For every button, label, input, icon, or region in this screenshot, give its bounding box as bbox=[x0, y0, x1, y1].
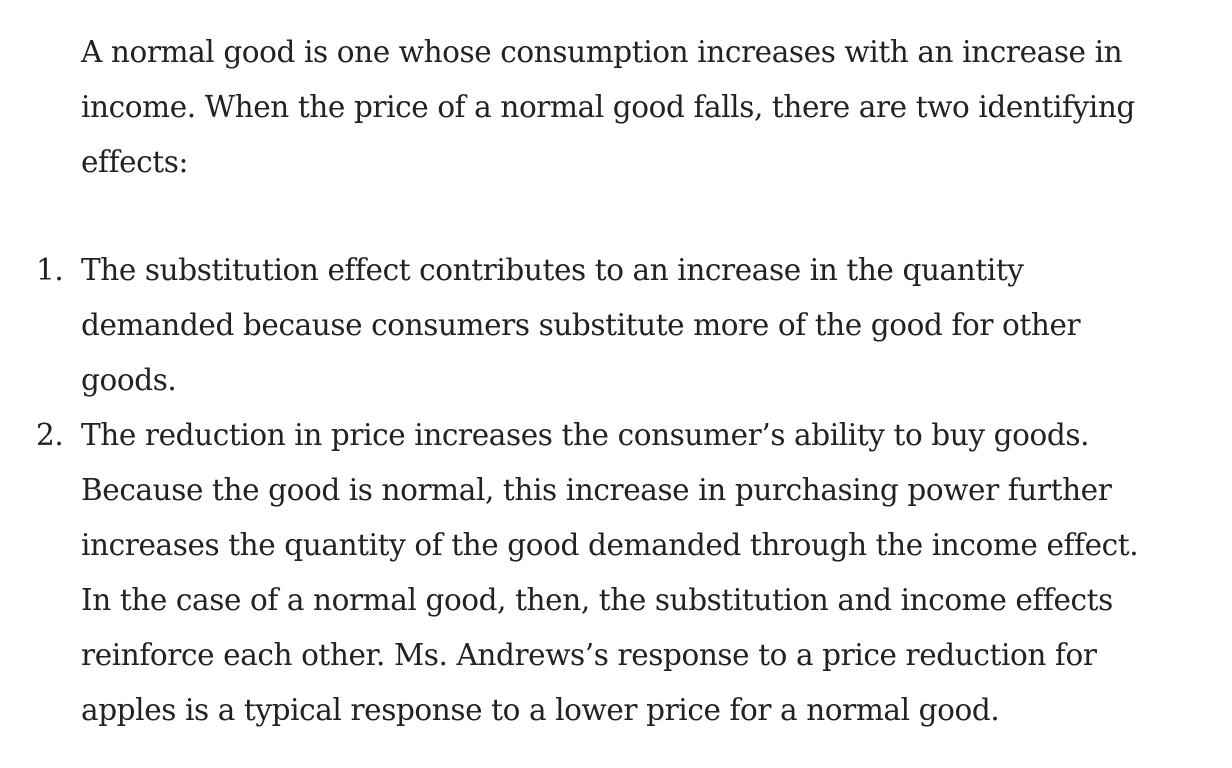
effects-list: 1. The substitution effect contributes t… bbox=[0, 243, 1232, 738]
list-item-text: The substitution effect contributes to a… bbox=[81, 253, 1081, 397]
list-item-income-effect: 2. The reduction in price increases the … bbox=[0, 408, 1161, 738]
intro-paragraph: A normal good is one whose consumption i… bbox=[81, 35, 1135, 179]
list-item-substitution-effect: 1. The substitution effect contributes t… bbox=[0, 243, 1161, 408]
list-item-text: The reduction in price increases the con… bbox=[81, 418, 1139, 727]
list-item-number: 1. bbox=[36, 253, 64, 287]
list-item-number: 2. bbox=[36, 418, 64, 452]
